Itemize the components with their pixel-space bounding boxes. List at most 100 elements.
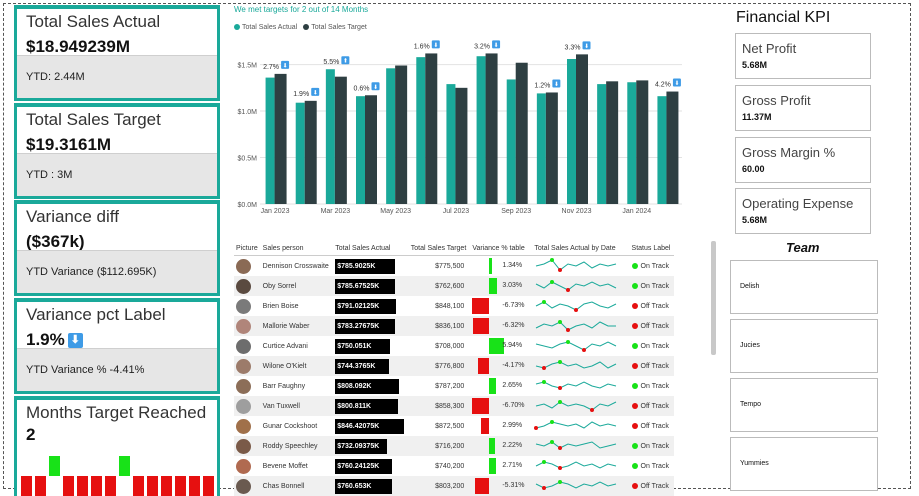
table-row[interactable]: Bevene Moffet $760.24125K $740,200 2.71% On …	[234, 456, 674, 476]
actual-cell: $785.9025K	[333, 256, 409, 277]
bar-target[interactable]	[455, 87, 468, 204]
team-card-yummies[interactable]: Yummies	[730, 437, 878, 491]
card-total-sales-actual[interactable]: Total Sales Actual $18.949239M YTD: 2.44…	[14, 5, 220, 101]
data-label: 1.9%	[293, 91, 309, 98]
col-header-status[interactable]: Status Label	[629, 242, 674, 256]
bar-actual[interactable]	[265, 77, 275, 204]
bar-target[interactable]	[545, 92, 558, 204]
x-tick-label: Jul 2023	[443, 208, 470, 215]
sales-person-cell: Dennison Crosswaite	[262, 262, 329, 270]
bar-actual[interactable]	[386, 68, 396, 204]
col-header-sparkline[interactable]: Total Sales Actual by Date	[532, 242, 630, 256]
kpi-value: 11.37M	[742, 112, 772, 122]
col-header-sales-person[interactable]: Sales person	[260, 242, 334, 256]
bar-actual[interactable]	[416, 57, 426, 204]
bar-target[interactable]	[395, 65, 408, 205]
card-subtext: YTD: 2.44M	[17, 55, 217, 98]
card-variance-pct[interactable]: Variance pct Label 1.9% ⬇ YTD Variance % …	[14, 298, 220, 394]
variance-value: 1.34%	[502, 262, 523, 269]
actual-databar: $791.02125K	[335, 298, 397, 314]
sales-person-cell: Van Tuxwell	[260, 396, 334, 416]
variance-databar	[489, 458, 497, 474]
sales-sparkline	[536, 280, 617, 292]
bar-target[interactable]	[515, 62, 528, 204]
actual-cell: $760.24125K	[333, 456, 409, 476]
picture-cell	[234, 376, 261, 396]
table-row[interactable]: Wilone O'Kielt $744.3765K $776,800 -4.17% Of…	[234, 356, 674, 376]
bar-target[interactable]	[636, 80, 649, 204]
bar-actual[interactable]	[657, 96, 667, 204]
sparkline-cell	[532, 416, 629, 436]
col-header-picture[interactable]: Picture	[234, 242, 261, 256]
status-cell: On Track	[630, 336, 674, 356]
kpi-gross-profit[interactable]: Gross Profit 11.37M	[735, 85, 871, 131]
bar-target[interactable]	[606, 81, 619, 204]
table-row[interactable]: Dennison Crosswaite $785.9025K $775,500 1.3…	[234, 256, 674, 277]
bar-target[interactable]	[334, 76, 347, 204]
sales-bar-chart[interactable]: $0.0M$0.5M$1.0M$1.5M 2.7% ⬇1.9% ⬇5.5% ⬆0.6% ⬇…	[230, 38, 686, 218]
legend-item-actual[interactable]: Total Sales Actual	[234, 24, 297, 31]
variance-cell: 2.65%	[470, 376, 532, 396]
kpi-net-profit[interactable]: Net Profit 5.68M	[735, 33, 871, 79]
bar-target[interactable]	[576, 54, 588, 204]
col-header-actual[interactable]: Total Sales Actual	[333, 242, 409, 256]
salesperson-table: Picture Sales person Total Sales Actual …	[234, 242, 674, 496]
sales-sparkline	[536, 258, 617, 272]
bar-target[interactable]	[304, 100, 317, 204]
picture-cell	[234, 436, 261, 456]
month-reached-bar	[119, 456, 130, 476]
table-row[interactable]: Roddy Speechley $732.09375K $716,200 2.22% O…	[234, 436, 674, 456]
bar-actual[interactable]	[567, 59, 576, 204]
bar-actual[interactable]	[627, 82, 637, 204]
card-subtext: YTD Variance % -4.41%	[17, 348, 217, 391]
bar-actual[interactable]	[506, 79, 516, 204]
picture-cell	[234, 336, 261, 356]
variance-cell: -6.32%	[470, 316, 533, 336]
x-tick-label: Nov 2023	[562, 208, 592, 215]
table-row[interactable]: Barr Faughny $808.092K $787,200 2.65% On Tra…	[234, 376, 674, 396]
bar-actual[interactable]	[325, 69, 335, 204]
bar-actual[interactable]	[295, 102, 305, 204]
card-variance-diff[interactable]: Variance diff ($367k) YTD Variance ($112…	[14, 200, 220, 296]
table-row[interactable]: Gunar Cockshoot $846.42075K $872,500 2.99% O…	[234, 416, 674, 436]
kpi-operating-expense[interactable]: Operating Expense 5.68M	[735, 188, 871, 234]
kpi-gross-margin[interactable]: Gross Margin % 60.00	[735, 137, 871, 183]
card-months-target-reached[interactable]: Months Target Reached 2	[14, 396, 220, 496]
table-scrollbar[interactable]	[711, 241, 716, 355]
variance-cell: 1.34%	[470, 256, 532, 277]
arrow-down-glyph: ⬇	[584, 43, 589, 50]
team-card-delish[interactable]: Delish	[730, 260, 878, 314]
avatar	[236, 478, 251, 494]
card-total-sales-target[interactable]: Total Sales Target $19.3161M YTD : 3M	[14, 103, 220, 199]
bar-actual[interactable]	[597, 84, 607, 204]
bar-target[interactable]	[274, 73, 287, 204]
variance-databar	[489, 438, 496, 454]
table-row[interactable]: Brien Boise $791.02125K $848,100 -6.73% Off …	[234, 296, 674, 316]
col-header-target[interactable]: Total Sales Target	[408, 242, 471, 256]
sales-person-cell: Curtice Advani	[262, 342, 308, 350]
col-header-variance[interactable]: Variance % table	[470, 242, 533, 256]
bar-target[interactable]	[365, 95, 377, 204]
kpi-title: Operating Expense	[742, 196, 854, 211]
team-card-tempo[interactable]: Tempo	[730, 378, 878, 432]
target-cell: $762,600	[408, 276, 471, 296]
team-card-jucies[interactable]: Jucies	[730, 319, 878, 373]
bar-target[interactable]	[425, 53, 438, 204]
table-row[interactable]: Mallorie Waber $783.27675K $836,100 -6.32% O…	[234, 316, 674, 336]
table-row[interactable]: Chas Bonnell $760.653K $803,200 -5.31% Off T…	[234, 476, 674, 496]
bar-actual[interactable]	[356, 96, 365, 204]
status-cell: On Track	[630, 256, 674, 277]
table-header-row: Picture Sales person Total Sales Actual …	[234, 242, 674, 256]
bar-actual[interactable]	[536, 93, 546, 204]
bar-actual[interactable]	[446, 84, 456, 204]
table-row[interactable]: Oby Sorrel $785.67525K $762,600 3.03% On Tra…	[234, 276, 674, 296]
legend-item-target[interactable]: Total Sales Target	[303, 24, 367, 31]
bar-target[interactable]	[666, 91, 679, 204]
target-cell: $803,200	[408, 476, 471, 496]
bar-target[interactable]	[485, 53, 498, 204]
sparkline-cell	[532, 436, 630, 456]
sales-sparkline	[536, 320, 617, 332]
bar-actual[interactable]	[476, 56, 486, 205]
table-row[interactable]: Van Tuxwell $800.811K $858,300 -6.70% Off Tr…	[234, 396, 674, 416]
table-row[interactable]: Curtice Advani $750.051K $708,000 5.94% On T…	[234, 336, 674, 356]
